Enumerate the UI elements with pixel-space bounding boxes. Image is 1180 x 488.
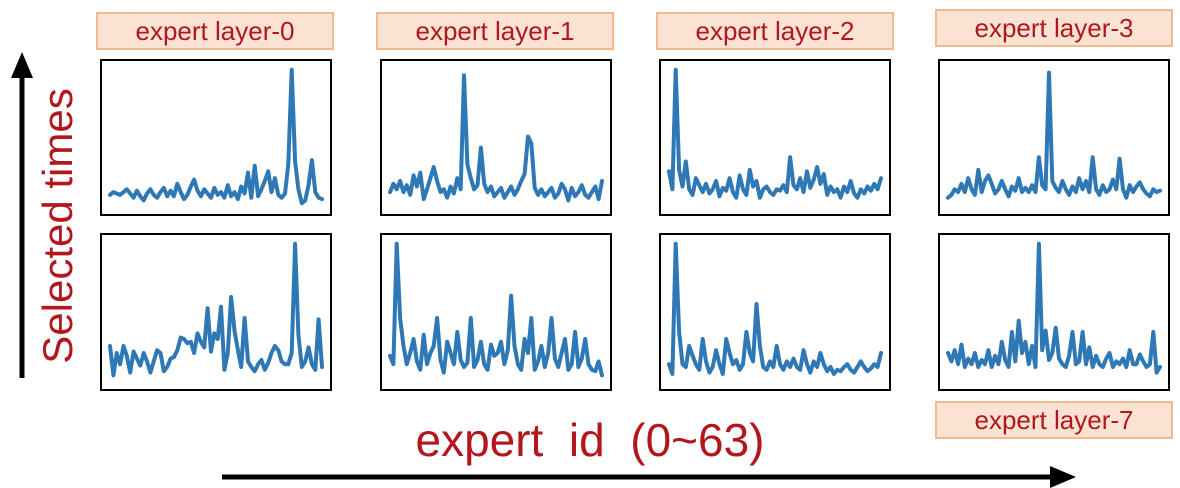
line-plot xyxy=(108,67,324,206)
chart-panel-bottom-0 xyxy=(100,233,332,391)
panel-label-layer-7: expert layer-7 xyxy=(935,401,1173,439)
chart-panel-top-1 xyxy=(380,59,612,216)
panel-label-layer-0: expert layer-0 xyxy=(96,12,334,50)
line-plot xyxy=(946,241,1162,375)
chart-panel-top-2 xyxy=(659,59,891,216)
series-line xyxy=(108,241,324,378)
series-line xyxy=(108,67,324,206)
line-plot xyxy=(388,241,604,378)
panel-label-layer-2: expert layer-2 xyxy=(656,12,894,50)
series-line xyxy=(667,241,883,376)
series-line xyxy=(946,70,1162,200)
series-line xyxy=(388,73,604,203)
series-line xyxy=(667,67,883,200)
line-plot xyxy=(946,70,1162,200)
panel-label-layer-1: expert layer-1 xyxy=(376,12,614,50)
chart-panel-bottom-3 xyxy=(938,233,1170,391)
chart-panel-bottom-1 xyxy=(380,233,612,391)
series-line xyxy=(388,241,604,378)
y-axis-label: Selected times xyxy=(34,88,81,364)
line-plot xyxy=(667,241,883,376)
series-line xyxy=(946,241,1162,375)
line-plot xyxy=(667,67,883,200)
chart-panel-bottom-2 xyxy=(659,233,891,391)
line-plot xyxy=(388,73,604,203)
y-axis-arrow xyxy=(11,52,33,378)
chart-panel-top-3 xyxy=(938,59,1170,216)
chart-panel-top-0 xyxy=(100,59,332,216)
line-plot xyxy=(108,241,324,378)
panel-label-layer-3: expert layer-3 xyxy=(935,9,1173,47)
x-axis-label: expert id (0~63) xyxy=(415,414,765,466)
